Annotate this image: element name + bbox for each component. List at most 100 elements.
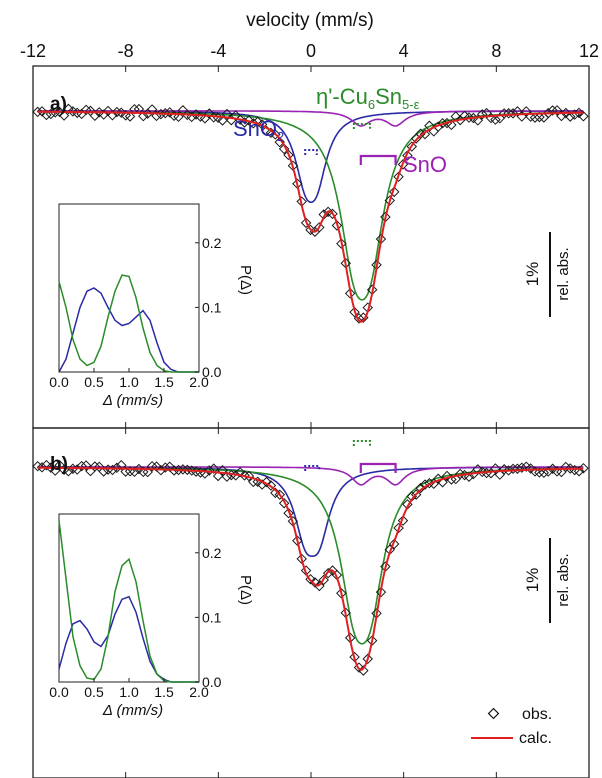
x-axis-label: velocity (mm/s)	[246, 10, 374, 31]
sno2-doublet-marker	[304, 149, 318, 155]
obs-point	[336, 238, 347, 249]
component-curve-sno	[37, 110, 584, 127]
inset-x-tick-label: 1.0	[119, 374, 139, 390]
inset-y-tick-label: 0.2	[202, 235, 222, 251]
obs-point	[344, 288, 356, 299]
inset-series-cu6sn5	[58, 520, 199, 683]
obs-point	[94, 107, 105, 118]
x-tick-label: -4	[210, 41, 226, 61]
obs-point	[265, 127, 277, 139]
obs-point	[212, 470, 224, 482]
inset-x-tick-label: 2.0	[189, 374, 209, 390]
obs-point	[503, 465, 514, 476]
sno2-label: SnO2	[233, 116, 284, 144]
obs-point	[340, 607, 351, 619]
obs-point	[116, 107, 127, 118]
obs-point	[406, 491, 418, 502]
obs-point	[287, 160, 299, 171]
obs-point	[578, 462, 589, 474]
x-tick-label: -8	[118, 41, 134, 61]
inset-y-tick-label: 0.0	[202, 364, 222, 380]
inset-x-tick-label: 2.0	[189, 684, 209, 700]
x-tick-label: -12	[20, 41, 46, 61]
obs-point	[58, 110, 70, 121]
obs-point	[133, 463, 145, 475]
obs-point	[336, 588, 347, 599]
obs-point	[292, 535, 303, 546]
obs-point	[111, 462, 123, 474]
obs-point	[340, 257, 351, 269]
obs-point	[366, 635, 378, 646]
x-tick-label: 4	[399, 41, 409, 61]
obs-point	[344, 632, 356, 644]
inset-y-label: P(Δ)	[237, 575, 254, 605]
obs-point	[160, 107, 171, 119]
scale-bar-b-pct: 1%	[523, 568, 542, 593]
obs-point	[71, 107, 83, 119]
inset-x-tick-label: 0.5	[84, 374, 104, 390]
obs-point	[230, 470, 241, 481]
inset-y-tick-label: 0.1	[202, 299, 222, 315]
obs-point	[578, 111, 589, 122]
inset-x-tick-label: 1.0	[119, 684, 139, 700]
inset-frame	[58, 203, 200, 373]
obs-point	[366, 284, 378, 295]
obs-point	[133, 103, 145, 115]
calc-curve	[37, 466, 584, 671]
sno-doublet-marker	[359, 154, 397, 165]
inset-x-tick-label: 0.0	[49, 374, 69, 390]
obs-point	[54, 106, 65, 118]
inset-y-tick-label: 0.1	[202, 609, 222, 625]
obs-point	[89, 110, 101, 121]
obs-point	[292, 178, 303, 189]
inset-x-tick-label: 0.0	[49, 684, 69, 700]
obs-point	[146, 104, 158, 115]
obs-point	[543, 107, 554, 119]
obs-point	[375, 233, 387, 245]
legend-obs-marker	[487, 707, 500, 720]
obs-point	[547, 463, 558, 475]
panel-a: 0.0 0.5 1.0 1.5 2.00.00.10.2Δ (mm/s)P(Δ)	[32, 66, 590, 428]
panel-a-label: a)	[50, 94, 67, 115]
cu6sn5-doublet-marker	[352, 123, 372, 129]
x-tick-label: 8	[491, 41, 501, 61]
scale-bar-a-unit: rel. abs.	[555, 247, 572, 300]
obs-point	[564, 463, 576, 474]
legend: obs. calc.	[471, 706, 552, 747]
legend-calc-label: calc.	[519, 730, 552, 747]
obs-point	[116, 459, 127, 471]
sno-doublet-marker	[359, 462, 397, 473]
obs-point	[450, 111, 462, 122]
inset-y-tick-label: 0.0	[202, 674, 222, 690]
scale-bar-b-unit: rel. abs.	[555, 553, 572, 606]
inset-x-label: Δ (mm/s)	[102, 702, 163, 719]
x-tick-label: 0	[306, 41, 316, 61]
obs-point	[371, 608, 382, 619]
obs-point	[468, 112, 479, 124]
obs-point	[45, 462, 57, 473]
panel-b: 0.0 0.5 1.0 1.5 2.00.00.10.2Δ (mm/s)P(Δ)	[32, 428, 590, 778]
scale-bar-a-pct: 1%	[523, 262, 542, 287]
obs-point	[441, 117, 453, 129]
obs-point	[494, 469, 506, 480]
obs-point	[538, 467, 550, 479]
obs-point	[190, 466, 202, 477]
obs-point	[124, 111, 136, 122]
inset-x-label: Δ (mm/s)	[102, 392, 163, 409]
component-curve-sno2	[37, 110, 584, 204]
calc-curve	[37, 110, 584, 323]
inset-x-tick-label: 1.5	[154, 684, 174, 700]
obs-point	[560, 107, 572, 119]
obs-point	[459, 469, 470, 481]
obs-point	[380, 561, 391, 572]
obs-point	[565, 111, 576, 122]
obs-point	[380, 211, 391, 223]
obs-point	[182, 109, 193, 121]
obs-point	[221, 108, 233, 120]
obs-point	[36, 462, 48, 473]
obs-point	[36, 106, 48, 117]
obs-point	[349, 651, 360, 663]
inset-x-tick-label: 1.5	[154, 374, 174, 390]
obs-point	[186, 465, 197, 476]
